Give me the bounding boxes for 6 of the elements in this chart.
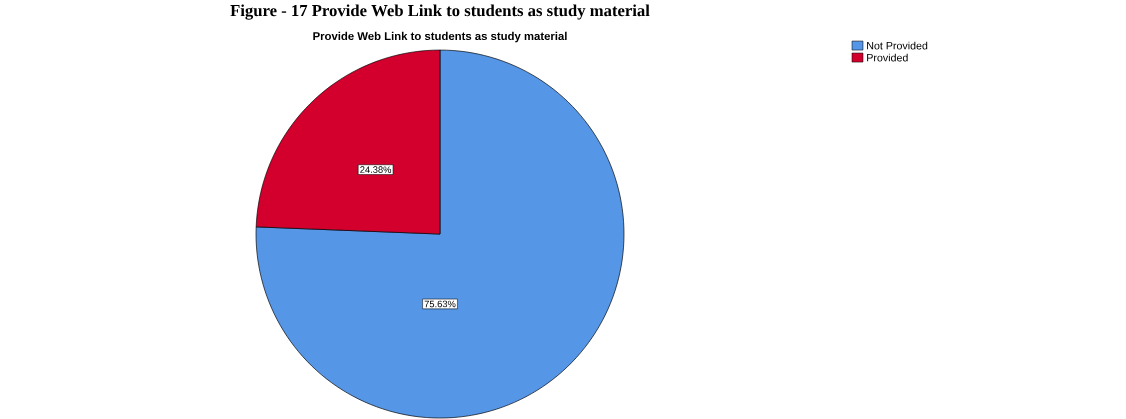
data-label: 24.38% [360,166,392,173]
legend-label: Provided [867,53,908,62]
text: Figure - 17 Provide Web Link to students as study material [230,4,650,20]
chart-title: Provide Web Link to students as study material [313,31,567,43]
data-label: 75.63% [424,300,456,308]
legend-label: Not Provided [867,41,928,50]
